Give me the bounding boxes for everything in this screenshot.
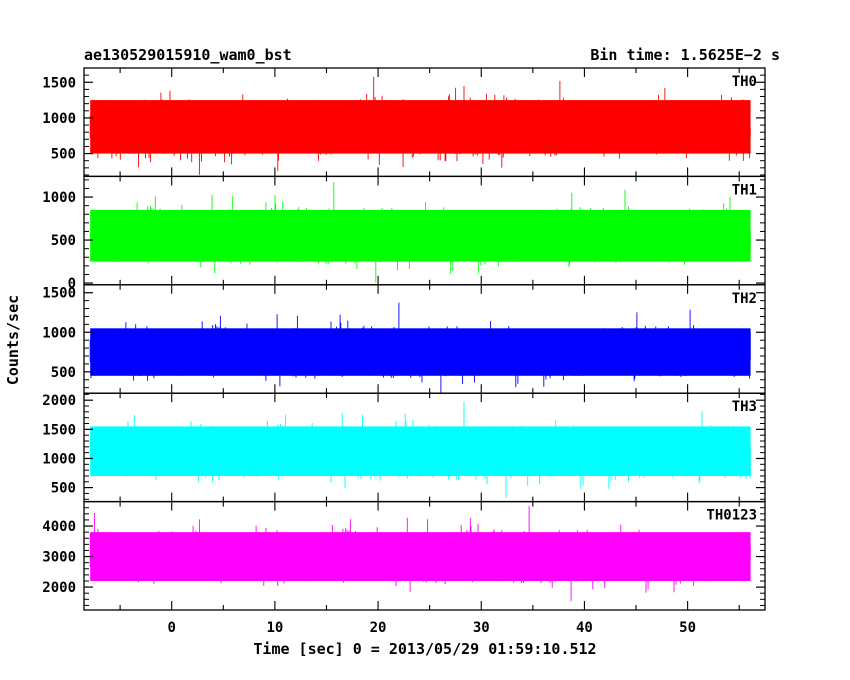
y-tick-label: 1000 <box>42 325 76 341</box>
y-tick-label: 2000 <box>42 393 76 409</box>
x-axis-title: Time [sec] 0 = 2013/05/29 01:59:10.512 <box>253 640 596 658</box>
series-trace-th2 <box>89 302 751 394</box>
y-tick-label: 2000 <box>42 580 76 596</box>
series-trace-th1 <box>89 182 751 283</box>
series-trace-th3 <box>89 401 751 498</box>
panel-th2: 500 1000 1500 TH2 <box>42 284 766 394</box>
y-tick-label: 1000 <box>42 190 76 206</box>
series-trace-th0 <box>89 76 751 175</box>
bin-time-label: Bin time: 1.5625E−2 s <box>590 46 780 64</box>
y-tick-label: 4000 <box>42 519 76 535</box>
panel-th0: 500 1000 1500 TH0 <box>42 67 766 178</box>
x-tick-label: 10 <box>266 620 283 636</box>
y-tick-label: 500 <box>51 365 76 381</box>
chart-title: ae130529015910_wam0_bst <box>84 46 292 64</box>
panel-th3: 500 1000 1500 2000 TH3 <box>42 392 766 503</box>
series-trace-th0123 <box>89 505 751 602</box>
band-label-th1: TH1 <box>732 182 757 198</box>
band-label-th0: TH0 <box>732 74 757 90</box>
x-tick-label: 50 <box>679 620 696 636</box>
panel-frame <box>83 500 766 611</box>
x-tick-label: 20 <box>370 620 387 636</box>
x-tick-label: 0 <box>167 620 175 636</box>
y-tick-label: 1500 <box>42 286 76 302</box>
y-tick-label: 1000 <box>42 111 76 127</box>
panel-th1: 0 500 1000 TH1 <box>42 175 766 292</box>
y-tick-label: 500 <box>51 481 76 497</box>
y-tick-label: 0 <box>68 276 76 292</box>
x-tick-label: 30 <box>473 620 490 636</box>
y-tick-label: 1500 <box>42 422 76 438</box>
band-label-th0123: TH0123 <box>706 508 757 524</box>
panel-th0123: 2000 3000 4000 TH0123 <box>42 500 766 611</box>
y-tick-label: 1500 <box>42 75 76 91</box>
y-tick-label: 3000 <box>42 550 76 566</box>
y-axis-title: Counts/sec <box>4 295 22 385</box>
y-tick-label: 500 <box>51 147 76 163</box>
x-tick-label: 40 <box>576 620 593 636</box>
y-tick-label: 1000 <box>42 451 76 467</box>
band-label-th2: TH2 <box>732 291 757 307</box>
x-axis: 0 10 20 30 40 50 <box>167 620 696 636</box>
y-tick-label: 500 <box>51 233 76 249</box>
band-label-th3: TH3 <box>732 399 757 415</box>
